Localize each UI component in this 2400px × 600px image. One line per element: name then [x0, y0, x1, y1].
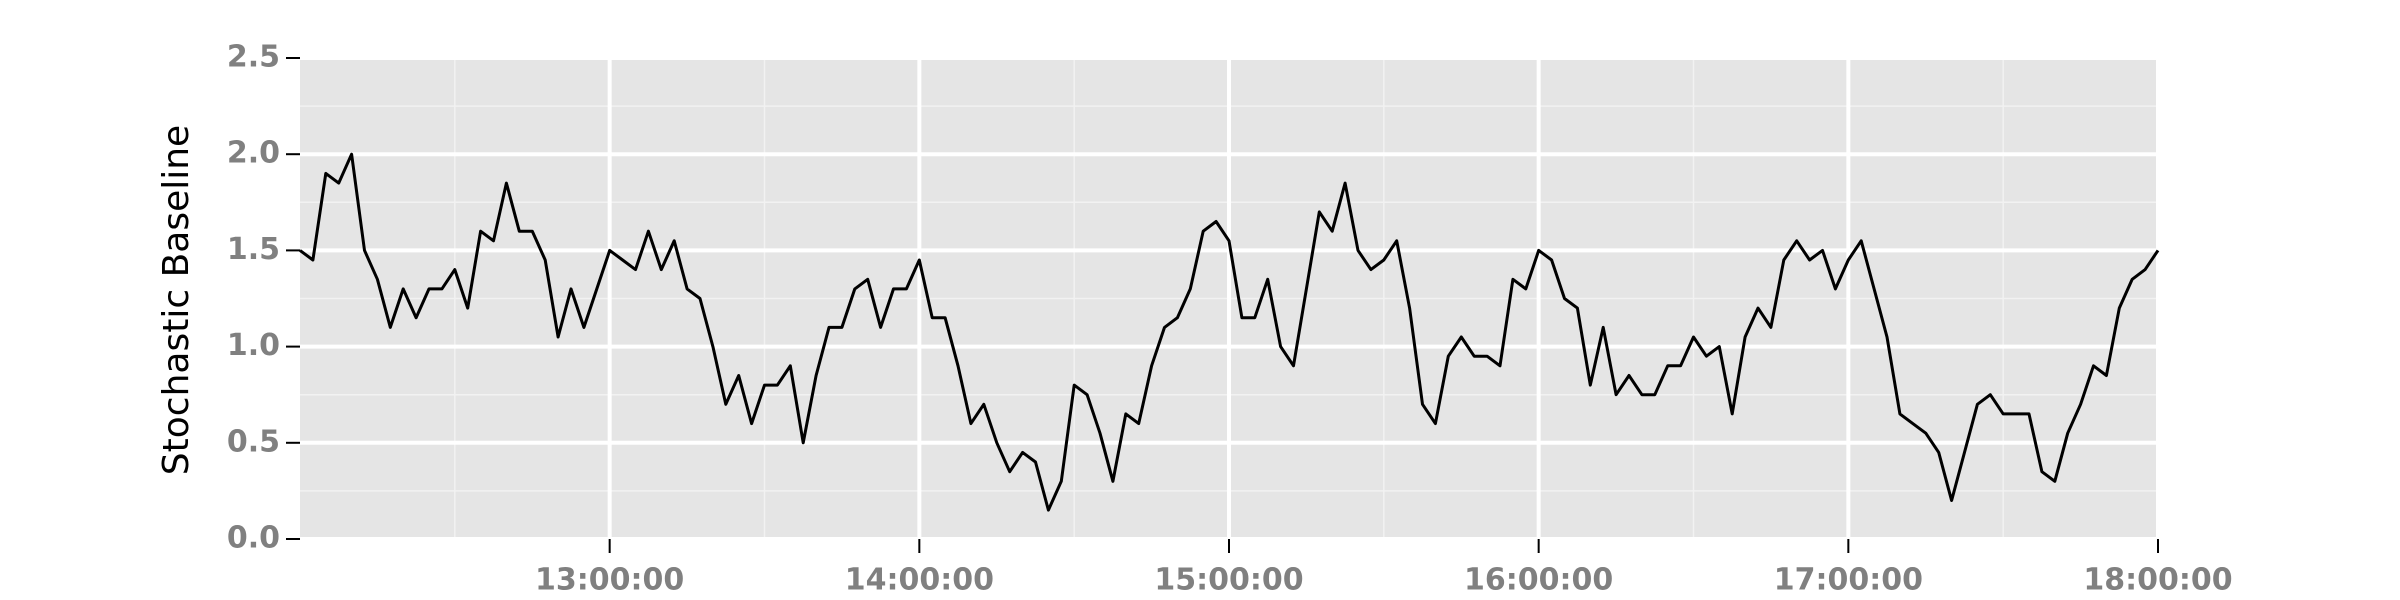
y-axis-label: Stochastic Baseline [156, 125, 197, 475]
x-tick-label: 18:00:00 [2083, 563, 2232, 598]
x-tick-label: 15:00:00 [1154, 563, 1303, 598]
y-tick-label: 2.0 [227, 136, 280, 171]
x-tick-label: 14:00:00 [845, 563, 994, 598]
y-tick-label: 1.0 [227, 328, 280, 363]
x-tick-label: 17:00:00 [1774, 563, 1923, 598]
x-tick-label: 13:00:00 [535, 563, 684, 598]
y-tick-label: 1.5 [227, 232, 280, 267]
x-tick-label: 16:00:00 [1464, 563, 1613, 598]
data-line [299, 152, 2160, 512]
y-tick-label: 0.0 [227, 521, 280, 556]
y-tick-label: 2.5 [227, 40, 280, 75]
y-tick-label: 0.5 [227, 424, 280, 459]
